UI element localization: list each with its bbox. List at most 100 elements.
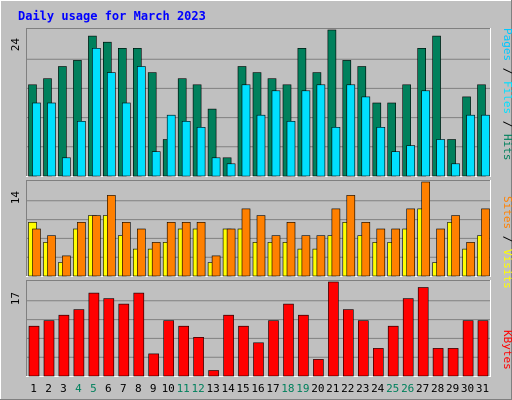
- day-label: 28: [431, 382, 444, 395]
- files-bar: Files 3: 3: [62, 157, 71, 177]
- kbytes-bar: KBytes 27: 16: [417, 287, 429, 377]
- files-bar: Files 11: 9: [181, 121, 191, 177]
- kbytes-bar: KBytes 3: 11: [58, 314, 70, 377]
- sites-bar: Sites 8: 7: [137, 228, 146, 277]
- kbytes-bar: KBytes 28: 5: [432, 348, 444, 377]
- day-label: 22: [341, 382, 354, 395]
- sites-bar: Sites 5: 9: [92, 215, 101, 277]
- files-bar: Files 15: 15: [241, 84, 251, 177]
- files-bar: Files 4: 9: [77, 121, 86, 177]
- day-label: 12: [191, 382, 204, 395]
- sites-bar: Sites 20: 6: [316, 235, 326, 277]
- day-label: 18: [281, 382, 294, 395]
- day-label: 20: [311, 382, 324, 395]
- kbytes-bar: KBytes 6: 14: [103, 298, 115, 377]
- day-label: 31: [476, 382, 489, 395]
- legend-entry: Sites: [501, 196, 512, 229]
- day-label: 26: [401, 382, 414, 395]
- sites-bar: Sites 14: 7: [226, 228, 236, 277]
- kbytes-bar: KBytes 12: 7: [193, 336, 204, 377]
- sites-bar: Sites 27: 14: [421, 181, 431, 277]
- day-label: 11: [177, 382, 190, 395]
- files-bar: Files 12: 8: [196, 127, 206, 177]
- files-bar: Files 9: 4: [151, 151, 161, 177]
- files-bar: Files 23: 13: [361, 96, 371, 177]
- kbytes-bar: KBytes 9: 4: [148, 353, 159, 377]
- sites-bar: Sites 12: 8: [196, 222, 206, 277]
- day-axis-labels: 1 2 3 4 5 6 7 8 9 10 11 12 13 14 15 16 17 18 19 20 21 22 23 24 2…: [30, 382, 489, 395]
- legend-entry: /: [501, 114, 512, 134]
- kbytes-bar: KBytes 15: 9: [238, 325, 249, 377]
- files-bar: Files 22: 15: [346, 84, 356, 177]
- files-bar: Files 21: 8: [331, 127, 341, 177]
- kbytes-bar: KBytes 26: 14: [402, 298, 414, 377]
- day-label: 19: [296, 382, 309, 395]
- files-bar: Files 17: 14: [271, 90, 281, 177]
- bottom-ymax-label: 17: [9, 292, 22, 305]
- day-label: 10: [162, 382, 175, 395]
- sites-bar: Sites 16: 9: [256, 215, 266, 277]
- files-bar: Files 16: 10: [256, 114, 266, 177]
- files-bar: Files 27: 14: [421, 90, 431, 177]
- sites-bar: Sites 21: 10: [331, 208, 341, 277]
- sites-bar: Sites 19: 6: [301, 235, 311, 277]
- day-label: 29: [446, 382, 459, 395]
- kbytes-bar: KBytes 25: 9: [387, 325, 399, 377]
- files-bar: Files 26: 5: [406, 145, 416, 177]
- files-bar: Files 6: 17: [107, 72, 116, 177]
- files-bar: Files 31: 10: [481, 114, 490, 177]
- files-bar: Files 29: 2: [451, 163, 460, 177]
- sites-visits-panel: Visits 1: 8Sites 1: 7Visits 2: 5Sites 2:…: [26, 180, 491, 277]
- sites-bar: Sites 4: 8: [77, 222, 86, 277]
- files-bar: Files 30: 10: [466, 114, 475, 177]
- day-label: 24: [371, 382, 385, 395]
- day-label: 8: [135, 382, 142, 395]
- legend-entry: Files: [501, 81, 512, 114]
- legend-entry: Visits: [501, 249, 512, 289]
- kbytes-bar: KBytes 8: 15: [133, 292, 145, 377]
- kbytes-bar: KBytes 13: 1: [208, 370, 219, 377]
- kbytes-bar: KBytes 21: 17: [328, 281, 339, 377]
- day-label: 9: [150, 382, 157, 395]
- kbytes-bar: KBytes 19: 11: [298, 314, 309, 377]
- kbytes-bar: KBytes 14: 11: [223, 314, 234, 377]
- day-label: 17: [266, 382, 279, 395]
- files-bar: Files 25: 4: [391, 151, 401, 177]
- sites-bar: Sites 13: 3: [211, 255, 221, 277]
- kbytes-bar: KBytes 2: 10: [43, 320, 55, 377]
- sites-bar: Sites 6: 12: [107, 195, 116, 277]
- sites-bar: Sites 30: 5: [466, 242, 475, 277]
- day-label: 4: [75, 382, 82, 395]
- chart-title: Daily usage for March 2023: [18, 9, 206, 23]
- sites-bar: Sites 7: 8: [122, 222, 131, 277]
- sites-bar: Sites 15: 10: [241, 208, 251, 277]
- sites-bar: Sites 29: 9: [451, 215, 460, 277]
- sites-bar: Sites 3: 3: [62, 255, 71, 277]
- bottom-legend: KBytes: [501, 330, 512, 370]
- files-bar: Files 2: 12: [47, 102, 56, 177]
- files-bar: Files 14: 2: [226, 163, 236, 177]
- day-label: 7: [120, 382, 127, 395]
- files-bar: Files 24: 8: [376, 127, 386, 177]
- day-label: 23: [356, 382, 369, 395]
- kbytes-bar: KBytes 1: 9: [28, 325, 40, 377]
- sites-bar: Sites 11: 8: [181, 222, 191, 277]
- legend-entry: Pages: [501, 28, 512, 61]
- files-bar: Files 7: 12: [122, 102, 131, 177]
- sites-bar: Sites 31: 10: [481, 208, 490, 277]
- top-legend: Pages / Files / Hits: [501, 28, 512, 161]
- middle-ymax-label: 14: [9, 191, 22, 205]
- kbytes-bar: KBytes 20: 3: [313, 359, 324, 377]
- day-label: 15: [236, 382, 249, 395]
- sites-bar: Sites 1: 7: [32, 228, 41, 277]
- legend-entry: Hits: [501, 134, 512, 161]
- day-label: 6: [105, 382, 112, 395]
- files-bar: Files 5: 21: [92, 47, 101, 177]
- day-label: 5: [90, 382, 97, 395]
- files-bar: Files 18: 9: [286, 121, 296, 177]
- middle-legend: Sites / Visits: [501, 196, 512, 289]
- sites-bar: Sites 22: 12: [346, 195, 356, 277]
- sites-bar: Sites 17: 6: [271, 235, 281, 277]
- sites-bar: Sites 10: 8: [166, 222, 176, 277]
